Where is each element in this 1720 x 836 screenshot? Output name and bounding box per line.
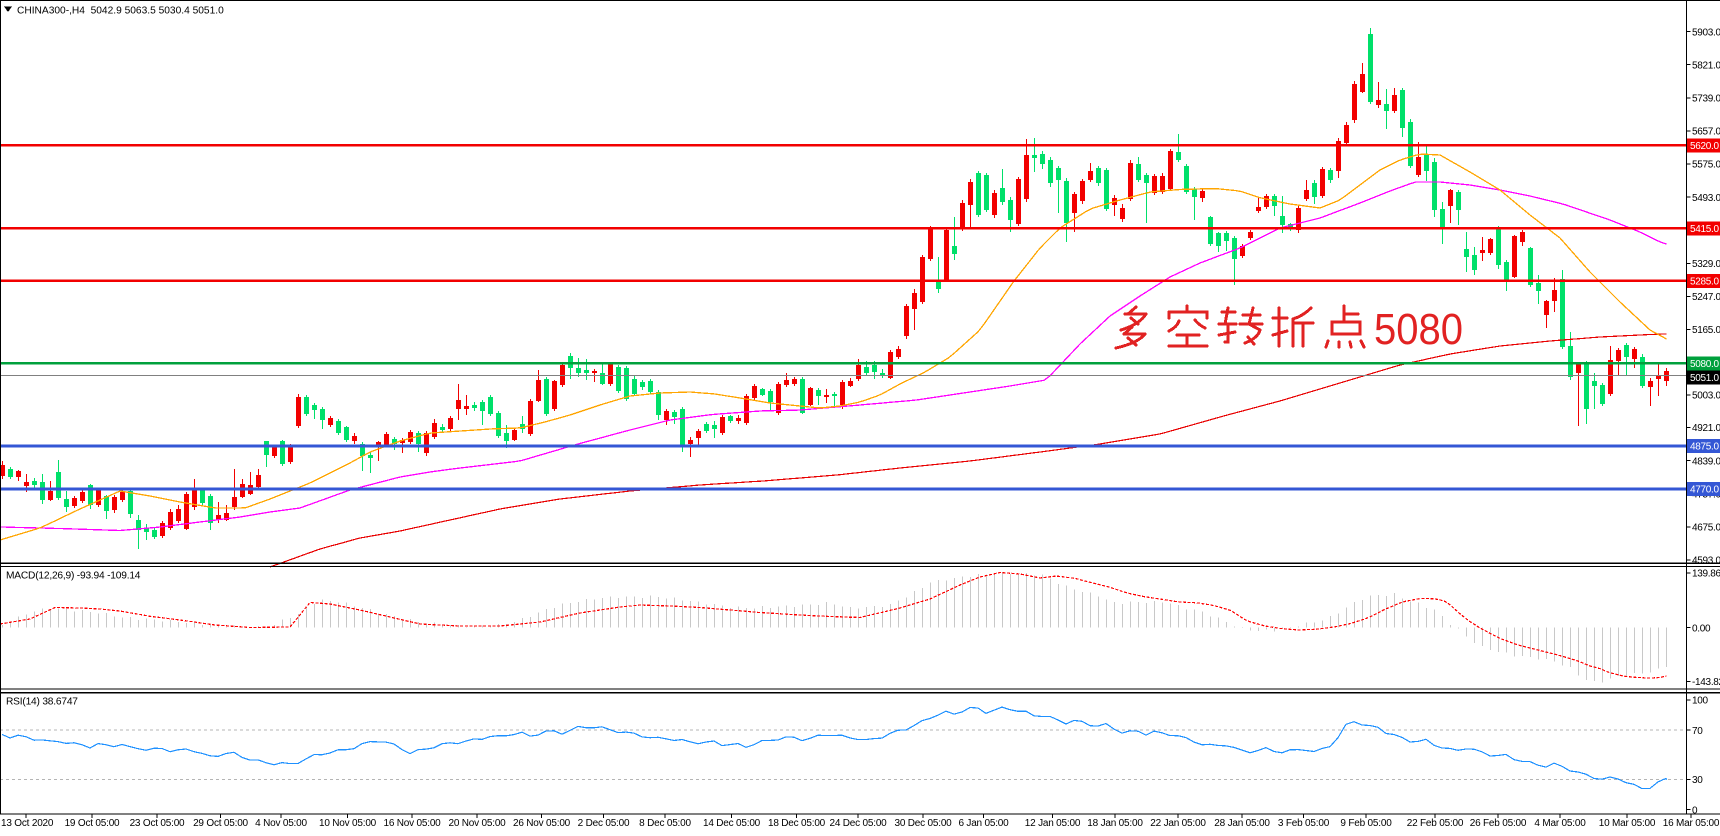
svg-text:4593.0: 4593.0 — [1692, 556, 1720, 567]
svg-text:12 Jan 05:00: 12 Jan 05:00 — [1025, 818, 1081, 829]
svg-text:2 Dec 05:00: 2 Dec 05:00 — [578, 818, 630, 829]
svg-text:70: 70 — [1692, 726, 1703, 737]
svg-text:24 Dec 05:00: 24 Dec 05:00 — [829, 818, 887, 829]
svg-text:9 Feb 05:00: 9 Feb 05:00 — [1340, 818, 1392, 829]
svg-text:4839.0: 4839.0 — [1692, 456, 1720, 467]
svg-text:4 Mar 05:00: 4 Mar 05:00 — [1534, 818, 1586, 829]
svg-text:4770.0: 4770.0 — [1690, 485, 1720, 496]
svg-text:14 Dec 05:00: 14 Dec 05:00 — [703, 818, 761, 829]
svg-text:RSI(14) 38.6747: RSI(14) 38.6747 — [6, 697, 78, 708]
svg-text:13 Oct 2020: 13 Oct 2020 — [1, 818, 54, 829]
svg-text:30 Dec 05:00: 30 Dec 05:00 — [894, 818, 952, 829]
svg-text:139.86: 139.86 — [1692, 569, 1720, 580]
svg-text:4875.0: 4875.0 — [1690, 442, 1720, 453]
svg-text:CHINA300-,H4 5042.9 5063.5 50: CHINA300-,H4 5042.9 5063.5 5030.4 5051.0 — [17, 6, 224, 17]
svg-text:18 Dec 05:00: 18 Dec 05:00 — [768, 818, 826, 829]
svg-text:5657.0: 5657.0 — [1692, 127, 1720, 138]
svg-text:18 Jan 05:00: 18 Jan 05:00 — [1087, 818, 1143, 829]
svg-text:29 Oct 05:00: 29 Oct 05:00 — [193, 818, 248, 829]
svg-text:5080: 5080 — [1374, 305, 1463, 354]
svg-text:5080.0: 5080.0 — [1690, 359, 1720, 370]
svg-text:5903.0: 5903.0 — [1692, 27, 1720, 38]
svg-text:-143.82: -143.82 — [1692, 677, 1720, 688]
svg-text:10 Nov 05:00: 10 Nov 05:00 — [319, 818, 377, 829]
svg-text:5739.0: 5739.0 — [1692, 94, 1720, 105]
svg-text:4675.0: 4675.0 — [1692, 523, 1720, 534]
svg-text:5247.0: 5247.0 — [1692, 292, 1720, 303]
svg-text:30: 30 — [1692, 775, 1703, 786]
svg-text:0: 0 — [1692, 805, 1698, 816]
svg-text:5003.0: 5003.0 — [1692, 391, 1720, 402]
svg-text:28 Jan 05:00: 28 Jan 05:00 — [1214, 818, 1270, 829]
svg-text:0.00: 0.00 — [1692, 623, 1711, 634]
svg-text:16 Nov 05:00: 16 Nov 05:00 — [383, 818, 441, 829]
svg-text:5165.0: 5165.0 — [1692, 325, 1720, 336]
svg-text:5821.0: 5821.0 — [1692, 60, 1720, 71]
svg-text:8 Dec 05:00: 8 Dec 05:00 — [639, 818, 691, 829]
svg-text:26 Feb 05:00: 26 Feb 05:00 — [1470, 818, 1527, 829]
svg-text:5493.0: 5493.0 — [1692, 193, 1720, 204]
svg-text:19 Oct 05:00: 19 Oct 05:00 — [65, 818, 120, 829]
svg-text:26 Nov 05:00: 26 Nov 05:00 — [513, 818, 571, 829]
svg-text:23 Oct 05:00: 23 Oct 05:00 — [130, 818, 185, 829]
svg-text:5620.0: 5620.0 — [1690, 141, 1720, 152]
svg-text:6 Jan 05:00: 6 Jan 05:00 — [958, 818, 1009, 829]
svg-text:100: 100 — [1692, 696, 1709, 707]
svg-text:5575.0: 5575.0 — [1692, 160, 1720, 171]
svg-text:3 Feb 05:00: 3 Feb 05:00 — [1278, 818, 1330, 829]
svg-text:22 Jan 05:00: 22 Jan 05:00 — [1150, 818, 1206, 829]
svg-text:20 Nov 05:00: 20 Nov 05:00 — [448, 818, 506, 829]
svg-text:5415.0: 5415.0 — [1690, 224, 1720, 235]
svg-text:10 Mar 05:00: 10 Mar 05:00 — [1599, 818, 1656, 829]
svg-text:MACD(12,26,9) -93.94 -109.14: MACD(12,26,9) -93.94 -109.14 — [6, 571, 141, 582]
svg-text:16 Mar 05:00: 16 Mar 05:00 — [1663, 818, 1720, 829]
svg-text:22 Feb 05:00: 22 Feb 05:00 — [1407, 818, 1464, 829]
svg-text:4 Nov 05:00: 4 Nov 05:00 — [255, 818, 307, 829]
svg-text:5329.0: 5329.0 — [1692, 259, 1720, 270]
svg-text:5051.0: 5051.0 — [1690, 373, 1720, 384]
svg-text:5285.0: 5285.0 — [1690, 277, 1720, 288]
svg-text:4921.0: 4921.0 — [1692, 423, 1720, 434]
